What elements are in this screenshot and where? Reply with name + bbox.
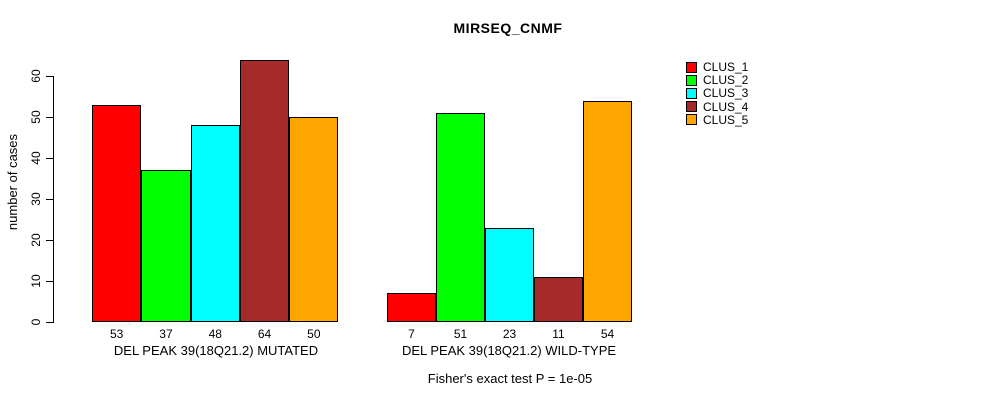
legend-item-clus_3: CLUS_3 — [686, 87, 748, 99]
y-tick-mark — [46, 281, 53, 282]
legend-swatch-icon — [686, 114, 697, 126]
y-tick-mark — [46, 117, 53, 118]
legend-item-clus_2: CLUS_2 — [686, 74, 748, 86]
bar-clus_3-group0 — [190, 125, 240, 322]
bar-value-label: 11 — [552, 327, 565, 341]
bar-clus_5-group1 — [583, 100, 632, 322]
legend-swatch-icon — [686, 74, 697, 86]
footer-pvalue-text: Fisher's exact test P = 1e-05 — [427, 371, 593, 386]
legend-label: CLUS_3 — [703, 86, 749, 101]
bar-value-label: 64 — [257, 327, 272, 341]
y-tick-label: 0 — [29, 318, 43, 326]
y-tick-label: 50 — [29, 110, 43, 124]
y-tick-label: 60 — [29, 69, 43, 83]
bar-clus_2-group0 — [141, 170, 191, 322]
bar-clus_5-group0 — [289, 117, 339, 322]
bar-value-label: 50 — [307, 327, 321, 341]
bar-value-label: 53 — [109, 327, 124, 341]
bar-clus_4-group1 — [534, 276, 583, 322]
bar-clus_1-group0 — [92, 104, 142, 322]
x-group-label-wildtype: DEL PEAK 39(18Q21.2) WILD-TYPE — [401, 343, 617, 358]
y-tick-mark — [46, 199, 53, 200]
legend-label: CLUS_2 — [703, 73, 749, 88]
y-axis-title: number of cases — [5, 133, 20, 231]
y-tick-label: 40 — [29, 151, 43, 165]
y-axis-line — [53, 76, 54, 323]
bar-clus_1-group1 — [387, 293, 436, 322]
x-group-label-mutated: DEL PEAK 39(18Q21.2) MUTATED — [113, 343, 319, 358]
bar-value-label: 37 — [159, 327, 173, 341]
legend-swatch-icon — [686, 101, 697, 113]
y-tick-mark — [46, 76, 53, 77]
y-tick-label: 10 — [29, 274, 43, 288]
legend-item-clus_5: CLUS_5 — [686, 114, 748, 126]
legend-label: CLUS_5 — [703, 112, 749, 127]
legend-item-clus_1: CLUS_1 — [686, 61, 748, 73]
y-tick-label: 20 — [29, 233, 43, 247]
chart-title: MIRSEQ_CNMF — [453, 20, 563, 36]
y-tick-mark — [46, 240, 53, 241]
bar-clus_2-group1 — [436, 112, 485, 322]
bar-value-label: 54 — [600, 327, 615, 341]
legend-label: CLUS_1 — [703, 60, 749, 74]
bar-clus_4-group0 — [239, 59, 290, 322]
y-tick-label: 30 — [29, 192, 43, 206]
y-tick-mark — [46, 322, 53, 323]
bar-value-label: 23 — [502, 327, 517, 341]
legend-swatch-icon — [686, 87, 697, 99]
bar-clus_3-group1 — [485, 227, 534, 322]
bar-value-label: 7 — [408, 327, 415, 341]
y-tick-mark — [46, 158, 53, 159]
bar-value-label: 51 — [453, 327, 468, 341]
bar-value-label: 48 — [208, 327, 222, 341]
legend-swatch-icon — [686, 61, 697, 73]
legend-label: CLUS_4 — [703, 99, 749, 114]
legend-item-clus_4: CLUS_4 — [686, 101, 748, 113]
